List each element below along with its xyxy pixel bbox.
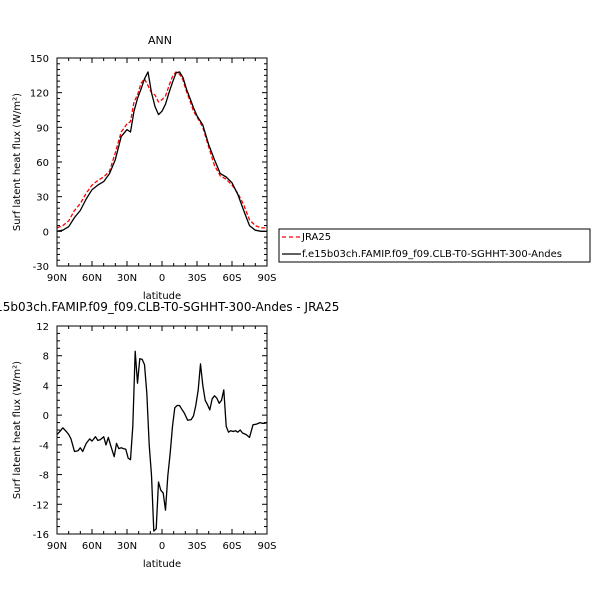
chart-title: ANN	[148, 34, 172, 47]
series-line-2	[56, 71, 267, 232]
y-axis-label: Surf latent heat flux (W/m²)	[12, 361, 23, 499]
series-lines	[56, 71, 267, 232]
y-tick-label: 60	[36, 158, 49, 169]
x-tick-label: 60S	[222, 273, 241, 284]
series-line-1	[56, 71, 267, 229]
y-tick-label: 30	[36, 193, 49, 204]
series-line-1	[56, 350, 268, 532]
legend-label-jra25: JRA25	[301, 232, 331, 243]
x-tick-label: 90N	[47, 541, 67, 552]
y-tick-label: 0	[43, 411, 49, 422]
y-tick-label: -16	[33, 530, 49, 541]
y-tick-label: -30	[33, 262, 49, 273]
y-tick-label: 120	[30, 89, 49, 100]
chart-title: f.e15b03ch.FAMIP.f09_f09.CLB-T0-SGHHT-30…	[0, 300, 339, 314]
x-tick-label: 30N	[117, 273, 137, 284]
x-tick-label: 60S	[222, 541, 241, 552]
y-tick-label: 90	[36, 123, 49, 134]
legend-box	[278, 228, 591, 263]
x-tick-label: 0	[159, 273, 165, 284]
x-tick-label: 90S	[257, 541, 276, 552]
y-tick-label: 8	[43, 352, 49, 363]
x-tick-label: 90N	[47, 273, 67, 284]
y-tick-label: -8	[39, 471, 49, 482]
x-tick-label: 90S	[257, 273, 276, 284]
y-axis-label: Surf latent heat flux (W/m²)	[12, 93, 23, 231]
x-tick-label: 30N	[117, 541, 137, 552]
legend-label-model: f.e15b03ch.FAMIP.f09_f09.CLB-T0-SGHHT-30…	[302, 249, 562, 260]
x-ticks: 90N 60N 30N 0 30S 60S 90S	[47, 326, 277, 552]
plot-frame	[56, 57, 268, 267]
x-ticks: 90N 60N 30N 0 30S 60S 90S	[47, 58, 277, 284]
y-tick-label: 150	[30, 54, 49, 65]
x-tick-label: 60N	[82, 541, 102, 552]
plot-frame	[56, 325, 268, 535]
y-tick-label: -4	[39, 441, 49, 452]
x-tick-label: 60N	[82, 273, 102, 284]
x-tick-label: 0	[159, 541, 165, 552]
x-tick-label: 30S	[187, 273, 206, 284]
bottom-panel: f.e15b03ch.FAMIP.f09_f09.CLB-T0-SGHHT-30…	[0, 300, 339, 570]
y-tick-label: 12	[36, 322, 49, 333]
series-lines	[56, 350, 268, 532]
y-tick-label: 4	[43, 381, 49, 392]
y-tick-label: -12	[33, 500, 49, 511]
x-axis-label: latitude	[143, 559, 181, 570]
legend: JRA25 f.e15b03ch.FAMIP.f09_f09.CLB-T0-SG…	[278, 228, 591, 263]
top-panel: ANN -30 0 30 60 90 120 150 90N 60N 30N 0 30S 60S 90S…	[12, 34, 277, 302]
y-tick-label: 0	[43, 227, 49, 238]
x-tick-label: 30S	[187, 541, 206, 552]
x-axis-label: latitude	[143, 291, 181, 302]
